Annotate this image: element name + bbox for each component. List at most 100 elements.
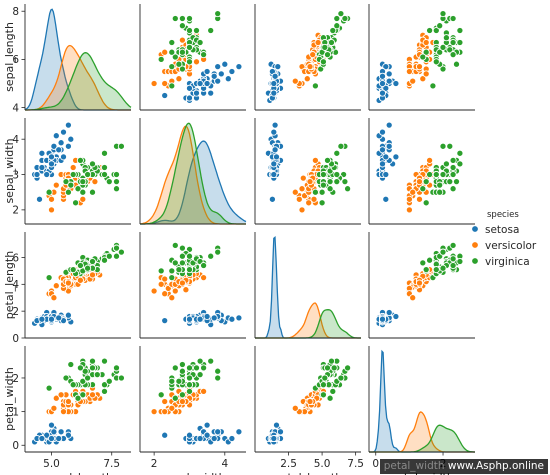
- point-versicolor: [200, 387, 208, 395]
- point-virginica: [192, 26, 201, 35]
- point-virginica: [168, 274, 176, 282]
- ytick-label-sepal_width: 4: [12, 134, 19, 146]
- point-setosa: [55, 146, 63, 154]
- xlabel-sepal_length: sepal_length: [43, 471, 113, 475]
- point-virginica: [178, 367, 186, 375]
- panel-petal_width-vs-petal_width: [368, 346, 475, 453]
- point-setosa: [385, 77, 393, 85]
- kde-fill-versicolor: [369, 411, 475, 452]
- point-virginica: [452, 60, 461, 68]
- ytick-label-sepal_width: 3: [12, 169, 19, 181]
- point-virginica: [200, 261, 208, 270]
- point-setosa: [192, 89, 201, 97]
- panel-petal_length-vs-sepal_length: [24, 232, 131, 339]
- point-setosa: [33, 170, 41, 179]
- point-versicolor: [52, 394, 60, 402]
- point-virginica: [88, 364, 97, 372]
- point-virginica: [168, 38, 176, 47]
- kde-fill-setosa: [140, 141, 246, 224]
- point-versicolor: [59, 408, 68, 416]
- ylabel-sepal_length: sepal_length: [3, 22, 16, 92]
- point-versicolor: [64, 279, 72, 287]
- legend-label-virginica: virginica: [485, 256, 530, 268]
- point-versicolor: [178, 279, 186, 287]
- point-virginica: [449, 185, 457, 193]
- watermark-ghost-text: petal_width: [383, 460, 445, 472]
- point-virginica: [436, 48, 444, 56]
- point-setosa: [235, 314, 243, 322]
- point-virginica: [171, 259, 179, 267]
- point-virginica: [432, 26, 440, 35]
- point-virginica: [88, 188, 97, 196]
- point-setosa: [38, 163, 46, 172]
- point-virginica: [326, 178, 334, 186]
- point-versicolor: [426, 156, 434, 164]
- point-setosa: [274, 63, 282, 71]
- legend-marker-setosa: [471, 225, 479, 233]
- point-virginica: [74, 185, 82, 193]
- point-virginica: [171, 364, 179, 372]
- point-virginica: [311, 82, 319, 90]
- point-virginica: [449, 241, 457, 249]
- point-virginica: [446, 142, 454, 150]
- point-setosa: [378, 79, 387, 88]
- point-virginica: [112, 185, 121, 193]
- point-virginica: [79, 188, 87, 196]
- point-virginica: [318, 188, 326, 196]
- panel-sepal_length-vs-petal_width: [368, 4, 475, 111]
- point-virginica: [171, 53, 179, 61]
- panel-sepal_width-vs-sepal_width: [139, 118, 247, 225]
- point-virginica: [337, 374, 345, 382]
- point-virginica: [64, 188, 72, 196]
- point-setosa: [50, 428, 58, 436]
- panel-sepal_width-vs-petal_length: [254, 118, 361, 225]
- point-versicolor: [415, 279, 424, 287]
- watermark-text: www.Asphp.online: [447, 460, 544, 472]
- point-setosa: [55, 314, 63, 322]
- point-virginica: [196, 357, 204, 365]
- kde-fill-versicolor: [140, 126, 246, 224]
- point-setosa: [228, 315, 236, 323]
- point-virginica: [93, 371, 101, 379]
- point-virginica: [88, 257, 97, 266]
- point-setosa: [214, 428, 222, 436]
- point-virginica: [449, 156, 457, 164]
- point-virginica: [446, 178, 454, 186]
- point-virginica: [100, 357, 109, 365]
- point-virginica: [45, 384, 53, 392]
- legend-marker-virginica: [471, 257, 479, 265]
- point-virginica: [333, 14, 341, 23]
- legend-marker-versicolor: [471, 241, 479, 249]
- point-versicolor: [168, 294, 176, 302]
- xtick-label-sepal_length: 7.5: [103, 458, 120, 470]
- point-virginica: [337, 10, 345, 18]
- point-virginica: [178, 244, 186, 252]
- point-versicolor: [161, 397, 169, 406]
- point-virginica: [439, 43, 447, 51]
- ytick-label-sepal_length: 4: [12, 102, 19, 114]
- point-virginica: [168, 63, 176, 71]
- point-virginica: [426, 256, 434, 264]
- point-virginica: [449, 261, 457, 270]
- point-virginica: [456, 38, 464, 47]
- point-virginica: [105, 178, 113, 186]
- panel-sepal_length-vs-sepal_width: [139, 4, 246, 111]
- point-setosa: [378, 146, 387, 154]
- point-setosa: [52, 132, 60, 140]
- ytick-label-petal_length: 2: [12, 306, 19, 318]
- point-setosa: [276, 428, 285, 436]
- panel-petal_width-vs-sepal_width: [139, 346, 246, 453]
- point-virginica: [319, 391, 327, 399]
- point-virginica: [67, 360, 75, 369]
- panel-sepal_length-vs-sepal_length: [24, 4, 132, 111]
- point-versicolor: [291, 77, 299, 85]
- ytick-label-sepal_length: 6: [12, 54, 19, 66]
- point-setosa: [185, 315, 194, 323]
- ylabel-petal_width: petal_width: [3, 367, 16, 431]
- point-versicolor: [150, 408, 158, 416]
- point-setosa: [47, 315, 56, 323]
- point-virginica: [422, 48, 430, 56]
- kde-curve-virginica: [25, 52, 132, 111]
- point-virginica: [449, 51, 457, 59]
- point-virginica: [112, 364, 121, 372]
